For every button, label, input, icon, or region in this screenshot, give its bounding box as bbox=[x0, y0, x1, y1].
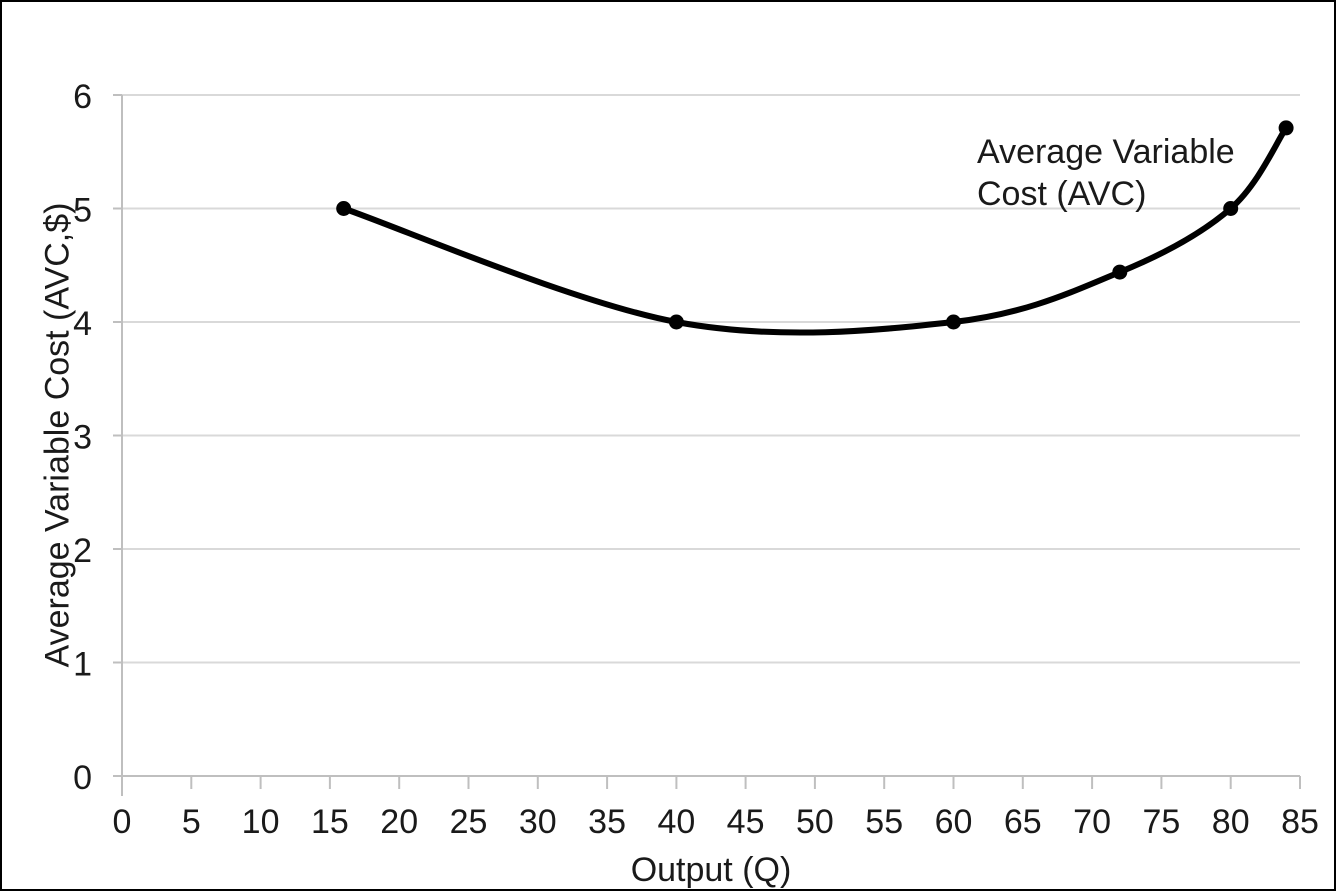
x-tick-label: 15 bbox=[311, 803, 349, 841]
data-point-marker bbox=[1278, 120, 1294, 136]
x-tick-label: 10 bbox=[242, 803, 280, 841]
x-tick-label: 30 bbox=[519, 803, 557, 841]
gridlines bbox=[122, 94, 1300, 664]
x-tick-label: 35 bbox=[588, 803, 626, 841]
x-tick-label: 75 bbox=[1142, 803, 1180, 841]
x-tick-label: 70 bbox=[1073, 803, 1111, 841]
data-point-marker bbox=[1112, 264, 1128, 280]
y-axis-tick-labels: 0 1 2 3 4 5 6 bbox=[73, 78, 92, 797]
x-tick-label: 85 bbox=[1281, 803, 1319, 841]
x-tick-label: 0 bbox=[113, 803, 132, 841]
series-annotation: Average Variable Cost (AVC) bbox=[977, 131, 1235, 215]
x-tick-label: 40 bbox=[657, 803, 695, 841]
data-point-marker bbox=[336, 201, 352, 216]
x-tick-label: 60 bbox=[935, 803, 973, 841]
x-tick-label: 50 bbox=[796, 803, 834, 841]
y-tick-label: 3 bbox=[73, 419, 92, 457]
x-axis-title: Output (Q) bbox=[630, 851, 792, 889]
data-point-marker bbox=[1223, 201, 1239, 216]
x-tick-label: 65 bbox=[1004, 803, 1042, 841]
y-axis-title: Average Variable Cost (AVC,$) bbox=[38, 202, 77, 668]
y-tick-label: 1 bbox=[73, 646, 92, 684]
x-tick-label: 80 bbox=[1212, 803, 1250, 841]
y-tick-label: 4 bbox=[73, 305, 92, 343]
series-annotation-line1: Average Variable bbox=[977, 133, 1235, 171]
series-annotation-line2: Cost (AVC) bbox=[977, 175, 1147, 213]
y-tick-label: 5 bbox=[73, 192, 92, 230]
y-tick-label: 0 bbox=[73, 759, 92, 797]
data-point-markers bbox=[336, 120, 1294, 330]
y-tick-label: 6 bbox=[73, 78, 92, 116]
x-tick-label: 25 bbox=[450, 803, 488, 841]
y-axis-ticks bbox=[113, 94, 122, 777]
x-tick-label: 5 bbox=[182, 803, 201, 841]
data-point-marker bbox=[946, 314, 961, 330]
y-tick-label: 2 bbox=[73, 532, 92, 570]
x-tick-label: 55 bbox=[865, 803, 903, 841]
x-axis-ticks bbox=[121, 776, 1301, 789]
x-tick-label: 20 bbox=[380, 803, 418, 841]
data-point-marker bbox=[668, 314, 684, 330]
x-axis-tick-labels: 0 5 10 15 20 25 30 35 40 45 50 55 60 65 70 75 80 85 bbox=[113, 803, 1319, 841]
x-tick-label: 45 bbox=[727, 803, 765, 841]
